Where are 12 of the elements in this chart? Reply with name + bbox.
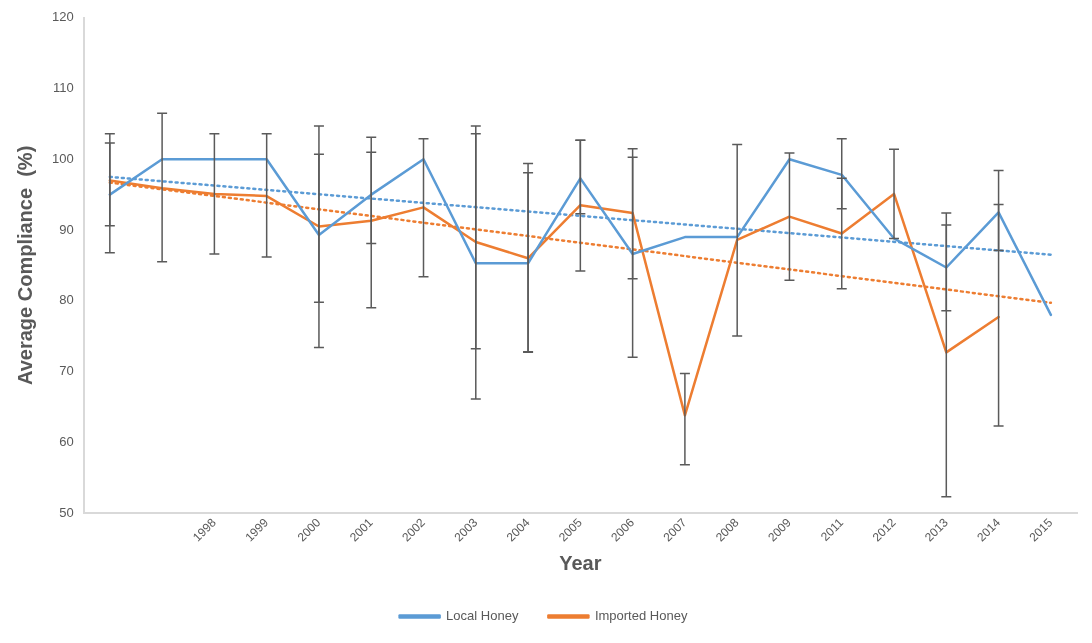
legend-label: Imported Honey bbox=[594, 608, 688, 624]
legend-label: Local Honey bbox=[446, 608, 519, 624]
y-tick-label: 80 bbox=[59, 292, 74, 308]
y-tick-label: 50 bbox=[59, 504, 74, 520]
y-tick-label: 70 bbox=[59, 363, 74, 379]
y-tick-label: 110 bbox=[52, 80, 74, 96]
x-axis-title: Year bbox=[559, 551, 602, 574]
y-tick-label: 60 bbox=[59, 433, 74, 449]
y-tick-label: 90 bbox=[59, 221, 74, 237]
y-axis-title: Average Compliance (%) bbox=[13, 145, 36, 386]
y-tick-label: 120 bbox=[51, 9, 74, 25]
y-tick-label: 100 bbox=[51, 150, 74, 166]
